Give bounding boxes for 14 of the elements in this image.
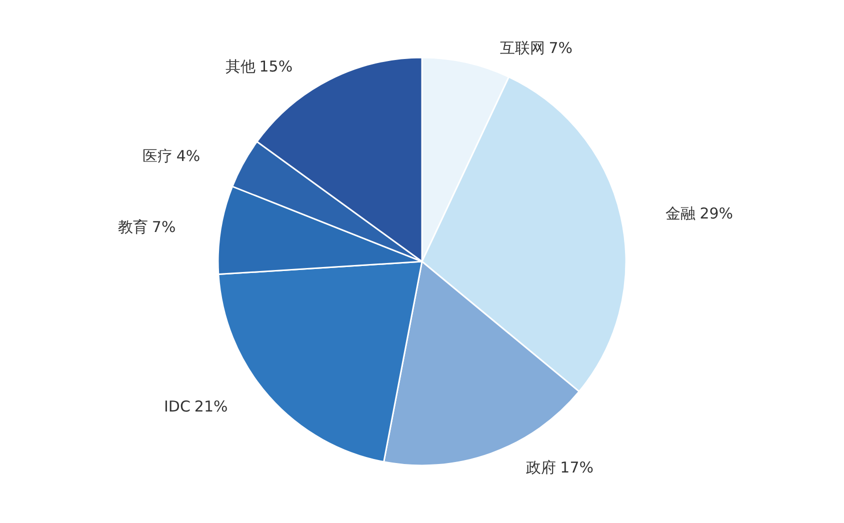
slice-label: 政府 (526, 458, 556, 477)
data-label: 15% (259, 57, 293, 76)
data-label: 4% (176, 147, 200, 166)
data-label: 21% (194, 397, 228, 416)
slice-label: 金融 (666, 204, 696, 223)
slice-label: IDC (164, 397, 190, 416)
data-label: 29% (700, 204, 734, 223)
slice-label: 医疗 (142, 147, 172, 166)
data-label: 7% (548, 38, 573, 57)
slice-label: 互联网 (500, 38, 545, 57)
slice-label: 其他 (225, 57, 256, 76)
slice-label: 教育 (118, 218, 148, 236)
data-label: 7% (152, 218, 176, 236)
data-label: 17% (560, 458, 594, 477)
